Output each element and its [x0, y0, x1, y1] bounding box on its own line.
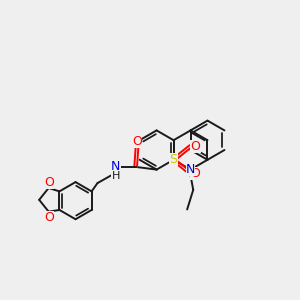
Text: O: O — [190, 167, 200, 180]
Text: O: O — [190, 140, 200, 153]
Text: O: O — [44, 176, 54, 189]
Text: O: O — [44, 211, 54, 224]
Text: N: N — [186, 163, 195, 176]
Text: S: S — [169, 153, 178, 166]
Text: O: O — [132, 135, 142, 148]
Text: N: N — [111, 160, 120, 173]
Text: H: H — [112, 171, 120, 181]
